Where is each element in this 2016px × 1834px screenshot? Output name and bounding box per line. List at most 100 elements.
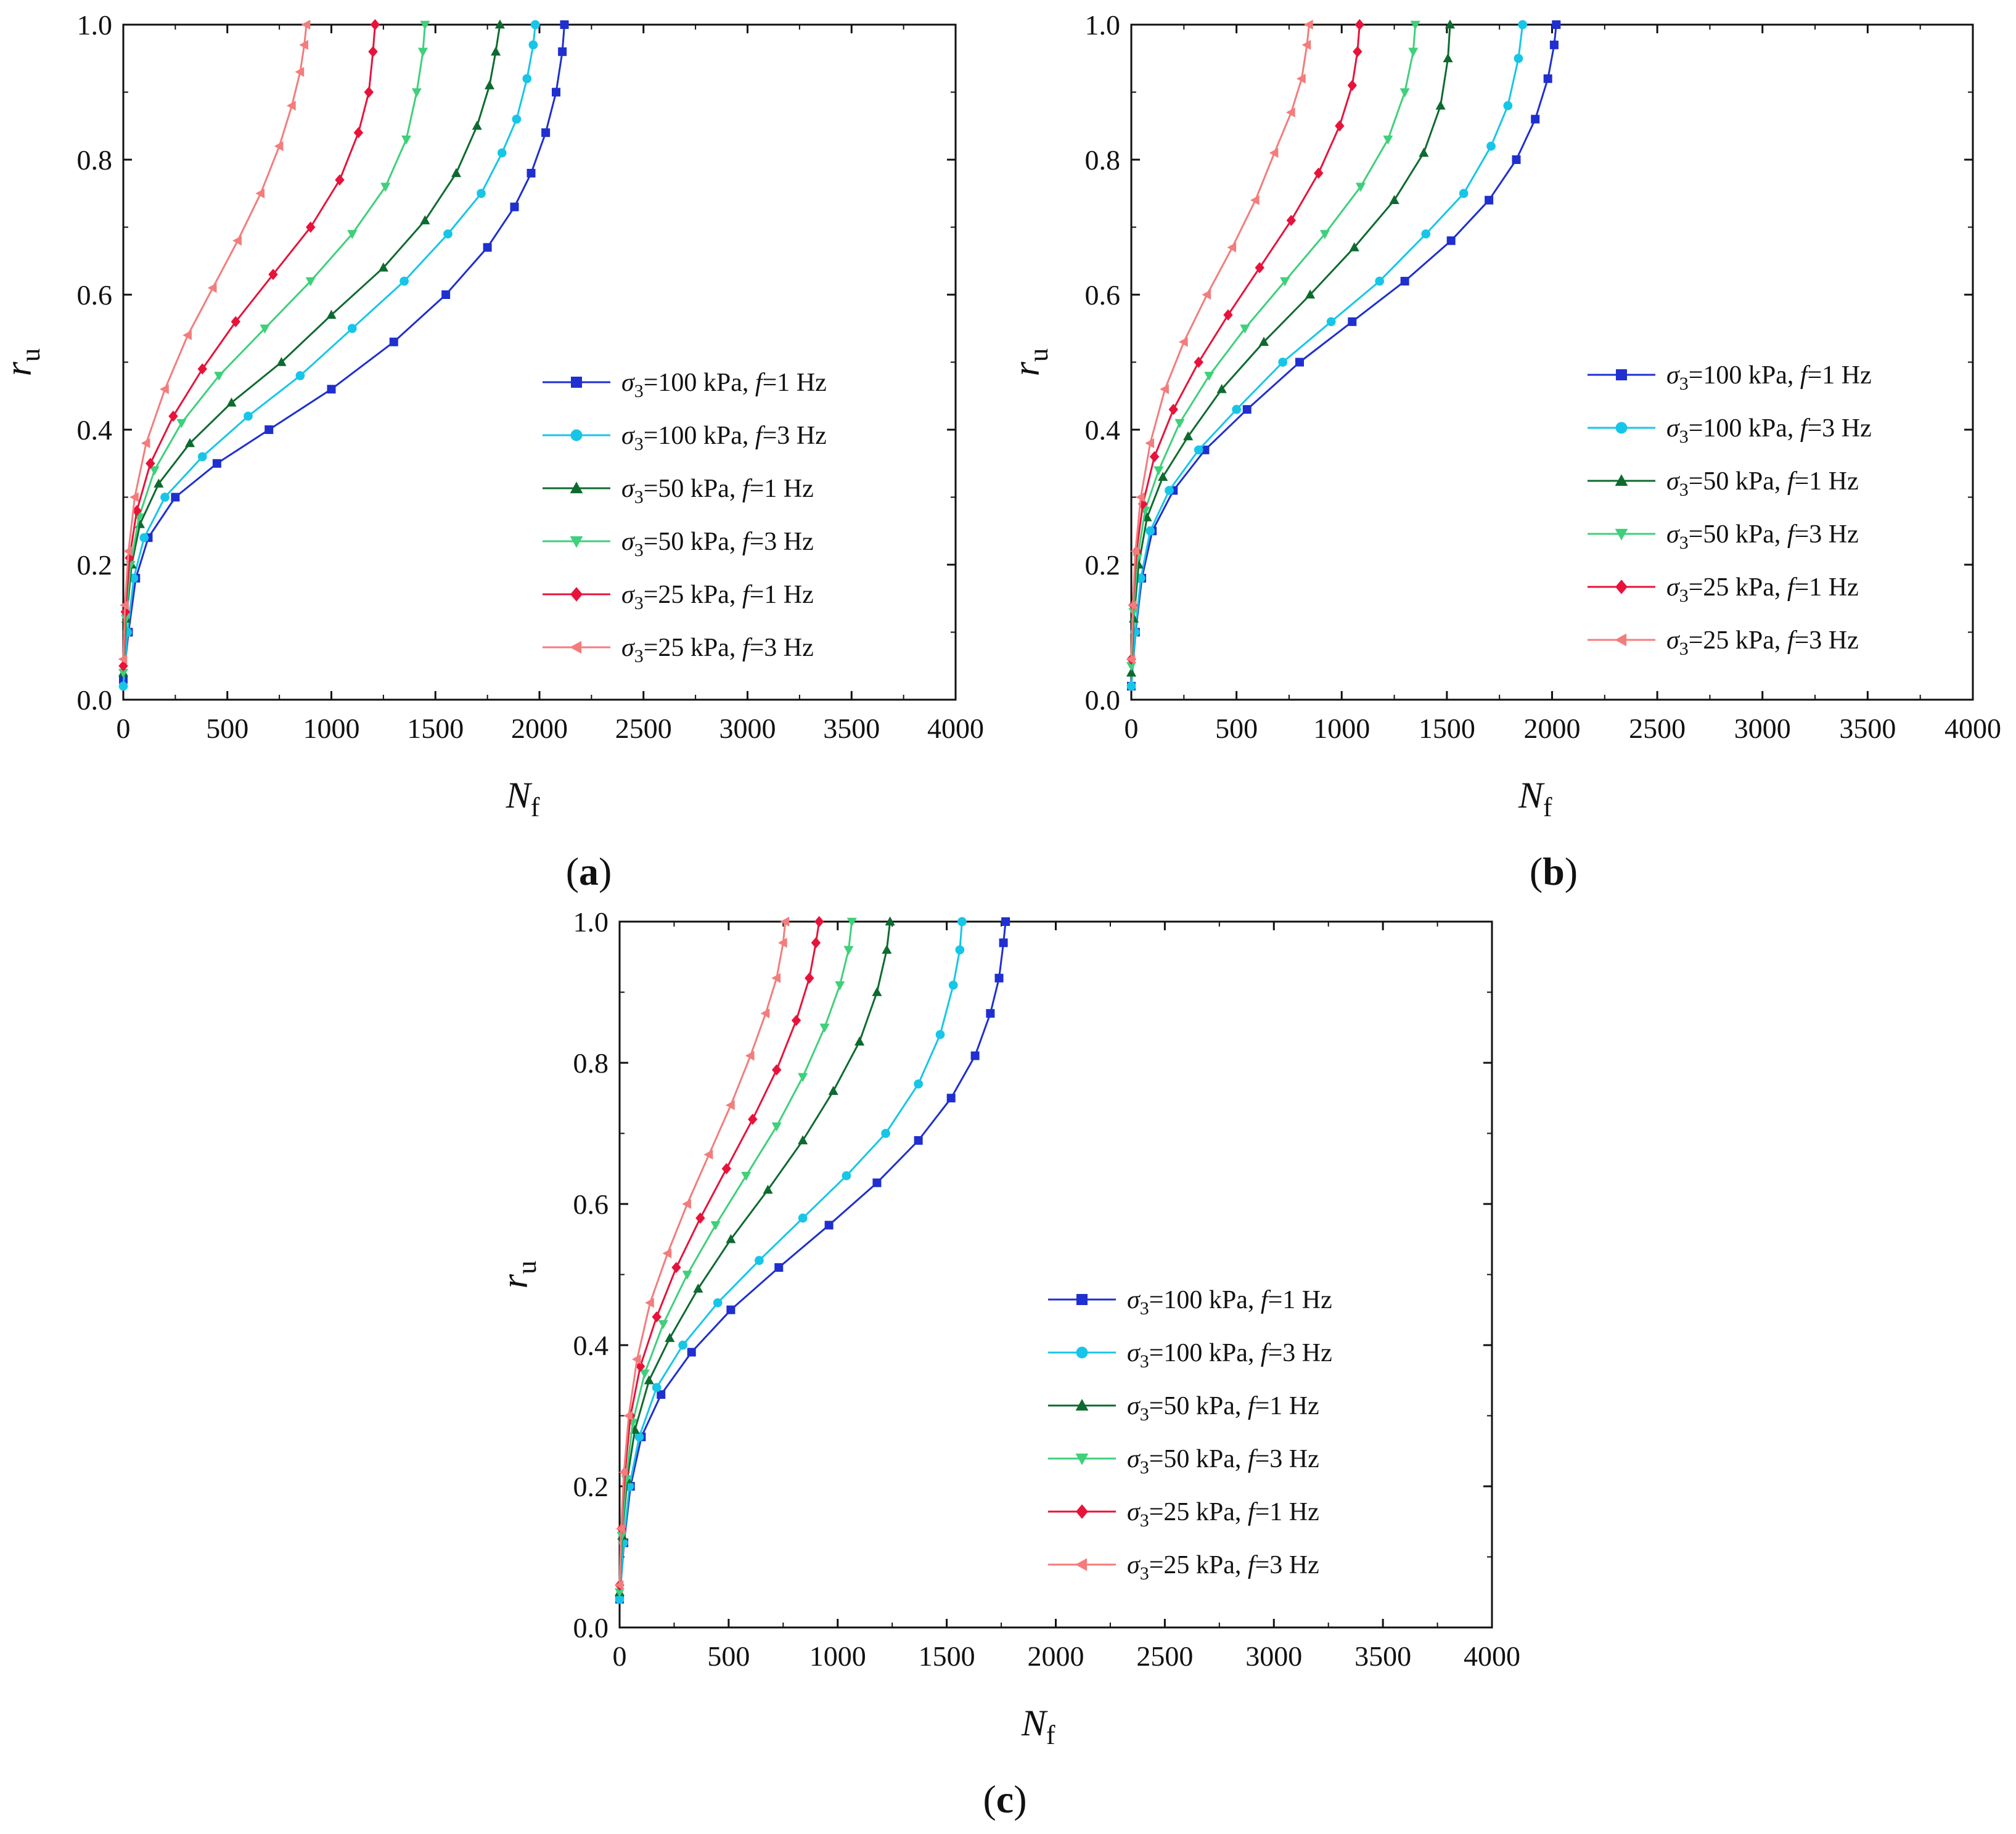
y-tick-label: 0.6 (77, 279, 113, 311)
legend-label: σ3=25 kPa, f=1 Hz (621, 581, 814, 613)
legend-label: σ3=50 kPa, f=1 Hz (621, 475, 814, 507)
data-point (885, 916, 895, 926)
x-tick-label: 2000 (511, 713, 568, 744)
data-point (639, 1369, 650, 1379)
data-point (1335, 120, 1345, 132)
data-point (1459, 189, 1469, 199)
data-point (1514, 54, 1523, 63)
data-point (703, 1149, 713, 1160)
data-point (276, 357, 287, 366)
legend-marker (1615, 422, 1628, 434)
data-point (693, 1283, 703, 1293)
data-point (400, 276, 409, 286)
data-point (368, 46, 378, 57)
data-point (614, 1588, 625, 1598)
series-line (618, 921, 1007, 1600)
data-point (295, 371, 305, 380)
data-point (552, 88, 560, 97)
data-point (182, 330, 192, 340)
legend-marker (570, 481, 583, 494)
data-point (1145, 526, 1155, 536)
data-point (1126, 667, 1137, 677)
data-point (1138, 498, 1148, 510)
data-point (528, 40, 538, 50)
data-point (558, 47, 567, 56)
legend-marker (1075, 1558, 1088, 1571)
data-point (214, 372, 224, 381)
data-point (1135, 492, 1145, 502)
data-point (491, 46, 501, 56)
y-tick-label: 0.2 (77, 549, 113, 581)
data-point (835, 981, 845, 991)
x-tick-label: 1500 (919, 1640, 975, 1672)
data-point (512, 114, 522, 124)
data-point (420, 215, 430, 224)
data-point (914, 1136, 923, 1145)
data-point (741, 1171, 752, 1181)
legend-label: σ3=25 kPa, f=1 Hz (1666, 573, 1859, 606)
data-point (1126, 654, 1136, 665)
series-line (122, 24, 426, 673)
data-point (1348, 317, 1357, 326)
data-point (1353, 46, 1362, 57)
data-point (1165, 486, 1174, 495)
data-point (791, 1015, 801, 1026)
data-point (264, 425, 274, 434)
data-point (1285, 107, 1295, 118)
legend-label: σ3=50 kPa, f=1 Hz (1666, 467, 1859, 500)
data-point (635, 1361, 645, 1372)
data-point (1183, 431, 1194, 441)
y-tick-label: 0.2 (573, 1471, 609, 1502)
legend-marker (1615, 633, 1627, 647)
data-point (1216, 383, 1227, 393)
data-point (616, 1523, 625, 1534)
y-tick-label: 0.8 (573, 1047, 609, 1079)
x-tick-label: 2000 (1524, 713, 1581, 744)
x-tick-label: 3500 (823, 713, 880, 744)
data-point (118, 681, 128, 691)
data-point (139, 533, 149, 542)
data-point (881, 1129, 890, 1138)
y-tick-label: 0.6 (573, 1189, 609, 1220)
data-point (477, 189, 486, 199)
data-point (772, 1064, 782, 1076)
data-point (1435, 100, 1446, 110)
data-point (123, 546, 133, 557)
data-point (819, 1023, 830, 1033)
series-line (618, 921, 963, 1600)
data-point (497, 148, 507, 158)
data-point (305, 277, 316, 287)
data-point (771, 973, 781, 983)
panel-a: 0 500 1000 1500 2000 2500 3000 3500 4000 0.0 0.2 0.… (0, 9, 984, 893)
data-point (401, 135, 412, 145)
data-point (726, 1234, 736, 1243)
data-point (347, 324, 357, 334)
data-point (1303, 19, 1313, 30)
data-point (145, 457, 155, 469)
data-point (451, 168, 462, 178)
x-tick-label: 3500 (1839, 713, 1896, 744)
series-line (1130, 24, 1417, 666)
data-point (184, 438, 195, 448)
data-point (798, 1135, 808, 1145)
data-point (260, 324, 270, 334)
data-point (1518, 20, 1528, 30)
data-point (682, 1271, 692, 1280)
data-point (1419, 147, 1429, 157)
panel-c: 0 500 1000 1500 2000 2500 3000 3500 4000 0.0 0.2 0.… (494, 906, 1520, 1821)
data-point (118, 654, 128, 665)
data-point (721, 1163, 732, 1174)
x-tick-label: 2500 (1629, 713, 1686, 744)
data-point (255, 188, 265, 199)
data-point (1001, 917, 1010, 926)
legend-marker (1616, 369, 1627, 380)
data-point (986, 1009, 995, 1018)
data-point (935, 1030, 945, 1039)
series-line (618, 921, 891, 1592)
y-tick-label: 0.2 (1085, 549, 1121, 581)
legend-label: σ3=100 kPa, f=3 Hz (621, 422, 827, 454)
series-line (618, 921, 853, 1592)
legend-label: σ3=25 kPa, f=3 Hz (1666, 626, 1859, 659)
data-point (828, 1086, 838, 1095)
data-point (1250, 195, 1260, 205)
